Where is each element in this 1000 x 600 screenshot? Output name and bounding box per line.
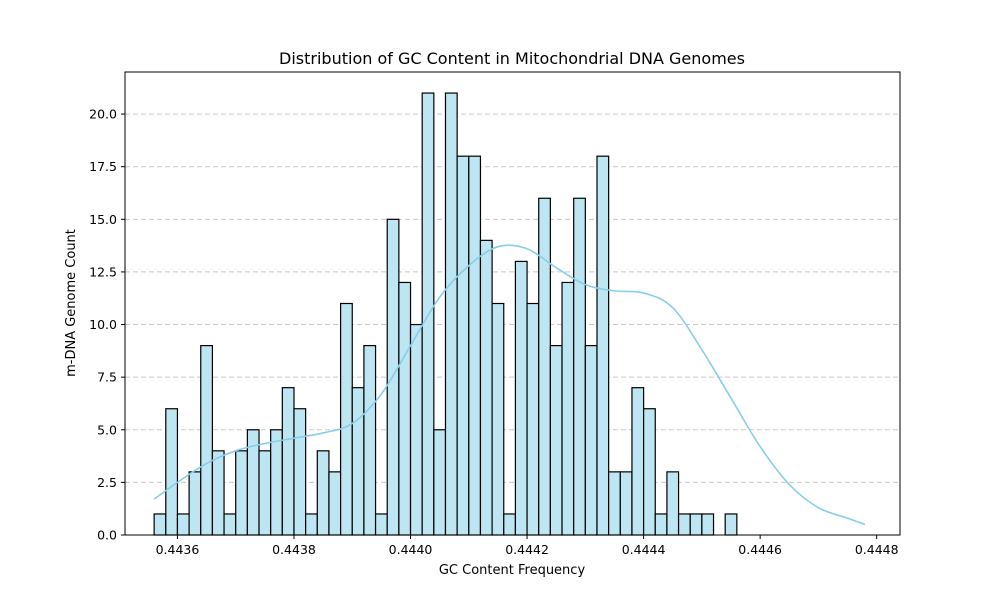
histogram-bar (258, 450, 272, 536)
x-axis-label: GC Content Frequency (439, 563, 586, 578)
chart-title: Distribution of GC Content in Mitochondr… (279, 49, 745, 68)
histogram-bar (654, 513, 668, 536)
histogram-bar (351, 387, 365, 536)
histogram-bar (223, 513, 237, 536)
histogram-bar (433, 429, 447, 536)
y-tick-label: 7.5 (97, 370, 117, 385)
histogram-bar (316, 450, 330, 536)
histogram-bar (701, 513, 715, 536)
histogram-bar (514, 260, 528, 536)
y-tick-label: 15.0 (89, 212, 117, 227)
histogram-bar (165, 408, 179, 536)
grid-lines (125, 113, 900, 483)
histogram-bar (281, 387, 295, 536)
histogram-bar (363, 344, 377, 536)
kde-curve (153, 244, 866, 526)
histogram-bar (596, 155, 610, 536)
histogram-bar (584, 344, 598, 536)
histogram-bar (444, 92, 458, 536)
histogram-bar (608, 471, 621, 536)
histogram-bar (456, 155, 470, 536)
histogram-bar (479, 239, 493, 536)
histogram-bar (188, 471, 202, 536)
histogram-bar (374, 513, 388, 536)
histogram-bar (549, 344, 563, 536)
histogram-bar (409, 323, 423, 536)
histogram-bar (270, 429, 283, 536)
histogram-bar (200, 344, 214, 536)
histogram-bar (561, 281, 575, 536)
x-tick-label: 0.4442 (505, 542, 549, 557)
histogram-bar (573, 197, 586, 536)
x-tick-label: 0.4440 (389, 542, 433, 557)
histogram-bar (305, 513, 318, 536)
histogram-bar (153, 513, 167, 536)
y-tick-label: 5.0 (97, 422, 117, 437)
histogram-bar (211, 450, 225, 536)
y-tick-label: 20.0 (89, 107, 117, 122)
x-axis-ticks: 0.4436 0.4438 0.4440 0.4442 0.4444 0.4446 0.44… (156, 535, 899, 557)
x-tick-label: 0.4436 (156, 542, 200, 557)
histogram-bar (689, 513, 703, 536)
histogram-bar (538, 197, 551, 536)
histogram-bar (235, 450, 248, 536)
histogram-bar (724, 513, 738, 536)
histogram-bar (491, 302, 505, 536)
histogram-bar (503, 513, 517, 536)
histogram-bars (153, 92, 738, 536)
y-axis-ticks: 0.0 2.5 5.0 7.5 10.0 12.5 15.0 17.5 20.0 (89, 107, 125, 543)
x-tick-label: 0.4438 (272, 542, 316, 557)
y-axis-label: m-DNA Genome Count (64, 229, 79, 377)
histogram-bar (468, 155, 482, 536)
histogram-bar (176, 513, 190, 536)
x-tick-label: 0.4444 (622, 542, 666, 557)
y-tick-label: 10.0 (89, 317, 117, 332)
histogram-bar (398, 281, 412, 536)
histogram-bar (293, 408, 307, 536)
histogram-bar (677, 513, 691, 536)
histogram-bar (666, 471, 680, 536)
histogram-bar (526, 302, 540, 536)
x-tick-label: 0.4448 (855, 542, 899, 557)
plot-frame (124, 71, 901, 536)
x-tick-label: 0.4446 (738, 542, 782, 557)
y-tick-label: 12.5 (89, 264, 117, 279)
histogram-bar (328, 471, 342, 536)
y-tick-label: 17.5 (89, 159, 117, 174)
histogram-bar (643, 408, 656, 536)
y-tick-label: 2.5 (97, 475, 117, 490)
histogram-bar (631, 387, 645, 536)
y-tick-label: 0.0 (97, 528, 117, 543)
histogram-bar (340, 302, 353, 536)
histogram-bar (619, 471, 633, 536)
